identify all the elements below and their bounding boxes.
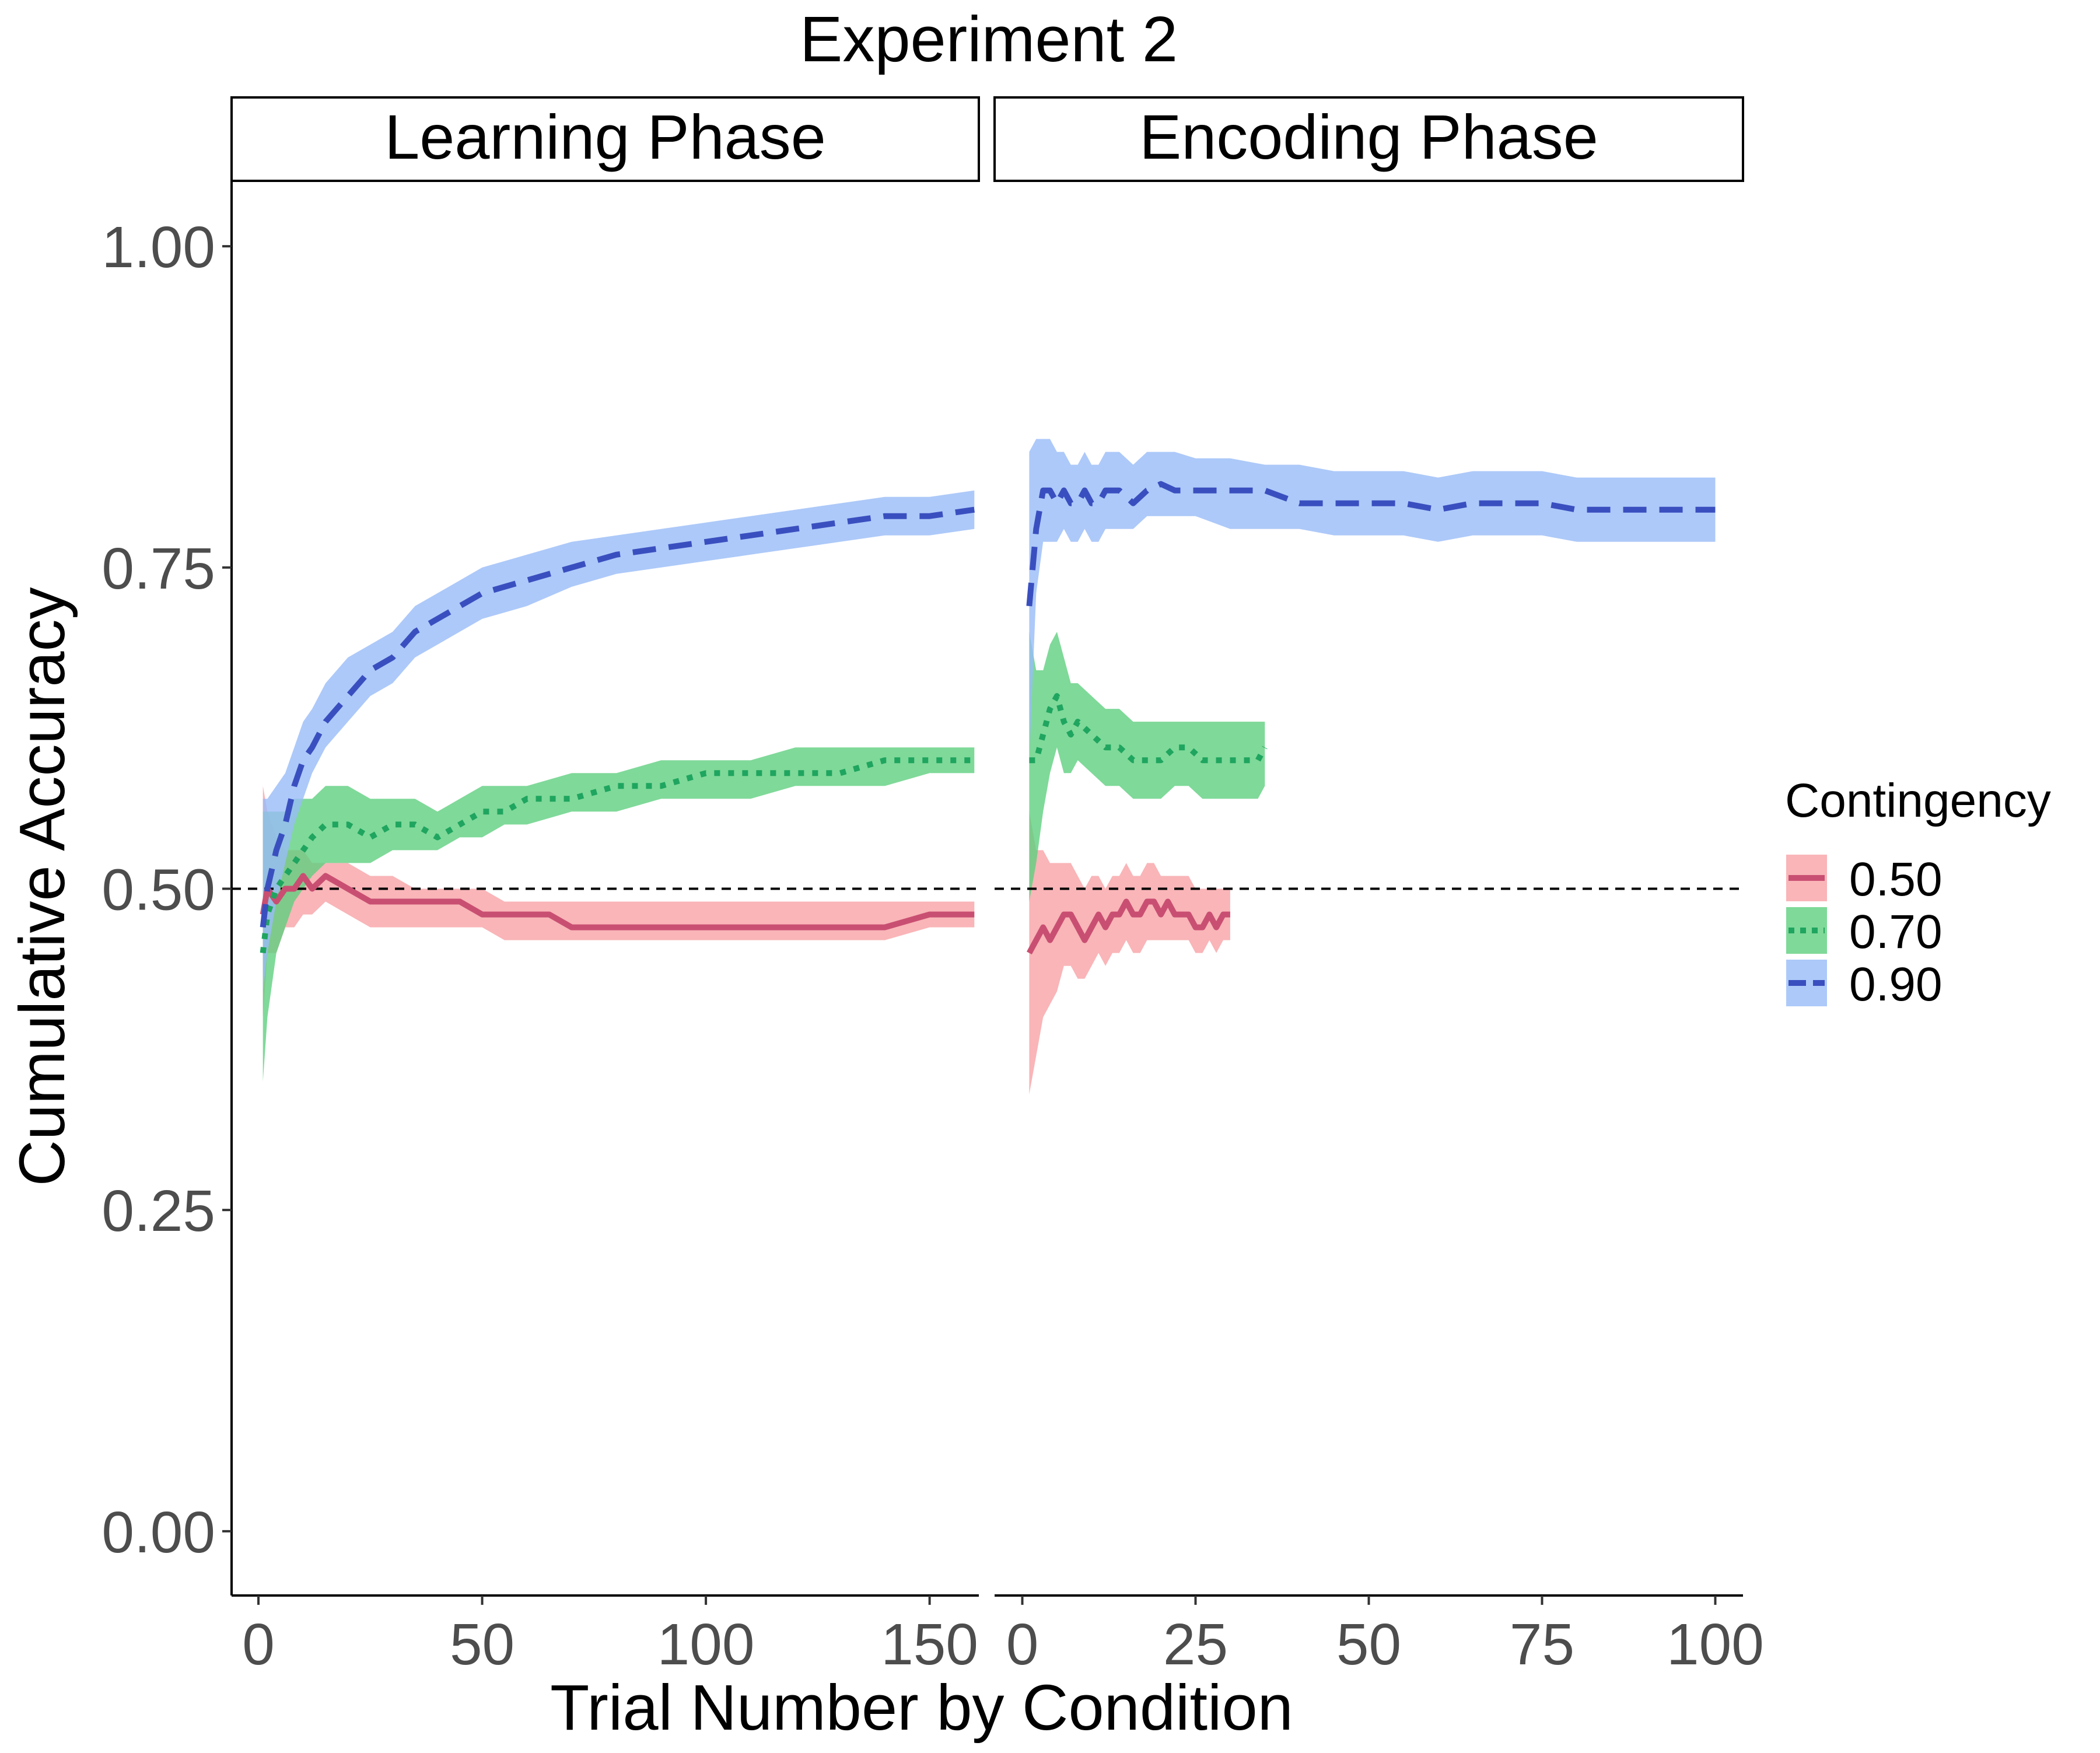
x-tick-label: 0 [242,1612,275,1677]
panels-layer: Learning Phase 0 50 100 150 0.00 0.25 0.50 0.75 1… [102,96,1764,1677]
x-tick-label: 0 [1006,1612,1039,1677]
legend: Contingency 0.500.700.90 [1785,774,2051,1011]
ribbon-0.50 [262,786,975,1017]
y-tick-label: 0.00 [102,1500,215,1565]
ribbon-0.70 [262,747,975,1082]
panel-strip-label: Encoding Phase [1139,102,1598,172]
x-tick-label: 50 [1336,1612,1401,1677]
chart-title: Experiment 2 [800,4,1178,75]
panel-2: Encoding Phase 0 25 50 75 100 [993,96,1764,1677]
legend-title: Contingency [1785,774,2051,827]
panel-strip [230,96,980,182]
x-axis-label: Trial Number by Condition [550,1672,1293,1744]
legend-label: 0.50 [1849,853,1943,906]
y-tick-label: 0.75 [102,536,215,601]
legend-key-0.50: 0.50 [1786,853,1943,906]
legend-key-0.90: 0.90 [1786,958,1943,1011]
ribbon-0.50 [1029,811,1230,1094]
x-tick-label: 75 [1510,1612,1574,1677]
x-tick-label: 25 [1163,1612,1228,1677]
panel-1: Learning Phase 0 50 100 150 0.00 0.25 0.50 0.75 1… [102,96,980,1677]
series-line-0.90 [1026,481,1716,607]
y-tick-label: 1.00 [102,215,215,280]
legend-keys: 0.500.700.90 [1786,853,1943,1011]
y-tick-label: 0.25 [102,1178,215,1244]
y-axis-label: Cumulative Accuracy [6,587,78,1186]
legend-label: 0.90 [1849,958,1943,1011]
panel-strip-label: Learning Phase [384,102,826,172]
ribbon-0.90 [1029,439,1716,761]
x-tick-label: 100 [657,1612,755,1677]
y-tick-label: 0.50 [102,858,215,923]
x-tick-label: 150 [881,1612,978,1677]
legend-label: 0.70 [1849,905,1943,958]
ribbon-0.70 [1029,632,1265,902]
panel-strip [993,96,1744,182]
series-line-0.70 [260,757,975,954]
series-line-0.50 [1027,898,1230,954]
series-line-0.50 [260,873,975,930]
series-line-0.90 [260,506,975,928]
x-tick-label: 50 [450,1612,514,1677]
legend-key-0.70: 0.70 [1786,905,1943,958]
x-tick-label: 100 [1667,1612,1764,1677]
